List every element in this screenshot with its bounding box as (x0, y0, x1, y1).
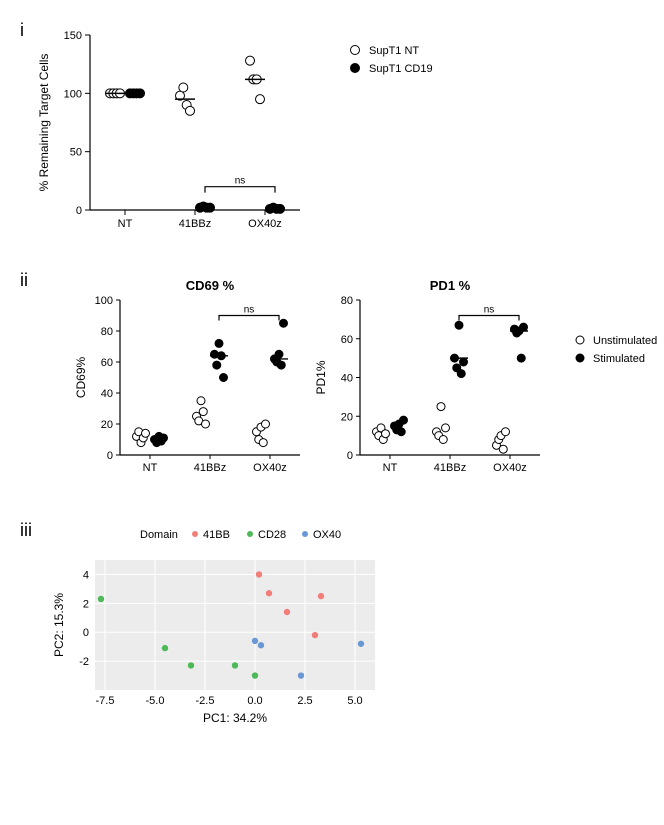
svg-text:60: 60 (101, 357, 113, 369)
panel-ii: ii CD69 % 0 20 40 60 80 100 NT 41BBz OX40z CD69% ns… (20, 270, 644, 490)
svg-text:PD1 %: PD1 % (430, 278, 471, 293)
svg-text:ns: ns (484, 305, 495, 316)
svg-text:Stimulated: Stimulated (593, 353, 645, 365)
svg-text:0: 0 (76, 205, 82, 217)
svg-text:-2.5: -2.5 (196, 695, 215, 707)
svg-text:CD28: CD28 (258, 529, 286, 541)
svg-text:NT: NT (118, 218, 133, 230)
svg-text:Unstimulated: Unstimulated (593, 335, 657, 347)
svg-text:0.0: 0.0 (247, 695, 262, 707)
svg-text:5.0: 5.0 (347, 695, 362, 707)
svg-text:41BB: 41BB (203, 529, 230, 541)
svg-text:80: 80 (341, 295, 353, 307)
svg-text:% Remaining Target Cells: % Remaining Target Cells (37, 54, 51, 192)
svg-text:PD1%: PD1% (314, 360, 328, 394)
svg-text:OX40: OX40 (313, 529, 341, 541)
svg-text:PC2: 15.3%: PC2: 15.3% (52, 593, 66, 657)
svg-text:SupT1 CD19: SupT1 CD19 (369, 63, 433, 75)
svg-text:SupT1 NT: SupT1 NT (369, 45, 419, 57)
svg-text:20: 20 (101, 419, 113, 431)
svg-text:PC1: 34.2%: PC1: 34.2% (203, 711, 267, 725)
svg-text:60: 60 (341, 334, 353, 346)
svg-text:40: 40 (341, 373, 353, 385)
panel-label-ii: ii (20, 270, 28, 291)
svg-text:ns: ns (235, 176, 246, 187)
svg-text:OX40z: OX40z (253, 462, 287, 474)
svg-text:150: 150 (64, 30, 82, 42)
svg-text:Domain: Domain (140, 529, 178, 541)
svg-text:2.5: 2.5 (297, 695, 312, 707)
svg-text:41BBz: 41BBz (179, 218, 211, 230)
svg-text:41BBz: 41BBz (194, 462, 226, 474)
svg-text:0: 0 (107, 450, 113, 462)
svg-text:0: 0 (347, 450, 353, 462)
svg-text:0: 0 (83, 627, 89, 639)
svg-text:CD69 %: CD69 % (186, 278, 235, 293)
chart-iii: Domain 41BB CD28 OX40 -7.5 -5.0 -2.5 0.0 2.5 5.0 -… (20, 520, 440, 750)
panel-iii: iii Domain 41BB CD28 OX40 -7.5 -5.0 -2.5 0.0 2.5… (20, 520, 644, 750)
svg-text:80: 80 (101, 326, 113, 338)
svg-text:OX40z: OX40z (493, 462, 527, 474)
svg-text:4: 4 (83, 569, 89, 581)
svg-text:CD69%: CD69% (74, 357, 88, 399)
chart-i: 0 50 100 150 NT 41BBz OX40z % Remaining Target … (20, 20, 580, 240)
panel-label-iii: iii (20, 520, 32, 541)
svg-text:100: 100 (64, 88, 82, 100)
svg-text:20: 20 (341, 411, 353, 423)
panel-label-i: i (20, 20, 24, 41)
svg-text:OX40z: OX40z (248, 218, 282, 230)
svg-text:40: 40 (101, 388, 113, 400)
chart-ii: CD69 % 0 20 40 60 80 100 NT 41BBz OX40z CD69% ns PD1… (20, 270, 660, 490)
svg-text:NT: NT (143, 462, 158, 474)
svg-text:2: 2 (83, 598, 89, 610)
svg-text:NT: NT (383, 462, 398, 474)
panel-i: i 0 50 100 150 NT 41BBz OX40z % Remaining Targe… (20, 20, 644, 240)
svg-text:41BBz: 41BBz (434, 462, 466, 474)
svg-text:-2: -2 (79, 656, 89, 668)
svg-text:50: 50 (70, 147, 82, 159)
svg-text:-7.5: -7.5 (96, 695, 115, 707)
svg-text:ns: ns (244, 305, 255, 316)
svg-text:-5.0: -5.0 (146, 695, 165, 707)
svg-text:100: 100 (95, 295, 113, 307)
